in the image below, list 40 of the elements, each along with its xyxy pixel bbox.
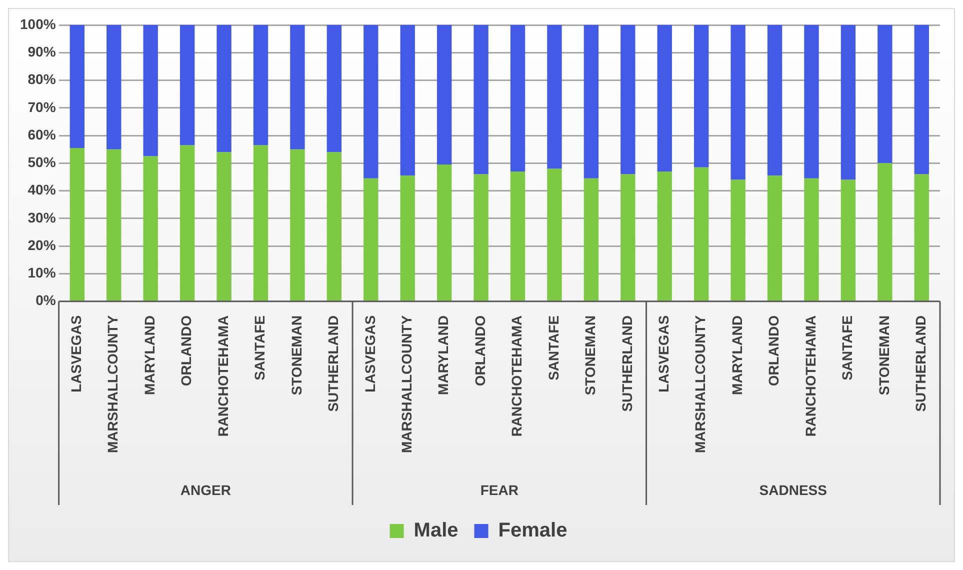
x-tick-label: SUTHERLAND <box>618 315 635 412</box>
y-tick-label: 80% <box>28 71 56 88</box>
y-tick-label: 10% <box>28 264 56 281</box>
legend-label: Male <box>414 520 458 542</box>
x-tick-label: MARSHALLCOUNTY <box>104 314 121 453</box>
x-tick-label: MARSHALLCOUNTY <box>398 314 414 453</box>
x-tick-label: MARYLAND <box>728 315 745 395</box>
x-tick-label: MARYLAND <box>435 315 452 395</box>
legend-label: Female <box>498 520 568 542</box>
y-tick-label: 30% <box>28 209 56 226</box>
x-tick-label: RANCHOTEHAMA <box>214 315 231 437</box>
text: ANGER <box>180 482 231 498</box>
x-tick-label: RANCHOTEHAMA <box>508 315 525 437</box>
x-tick-label: STONEMAN <box>876 315 892 396</box>
x-tick-label: LASVEGAS <box>68 315 84 392</box>
y-tick-label: 20% <box>28 236 56 253</box>
text: FEAR <box>480 482 518 498</box>
x-tick-label: SUTHERLAND <box>325 315 342 412</box>
y-tick-label: 60% <box>28 126 56 142</box>
x-tick-label: SANTAFE <box>545 315 562 380</box>
x-tick-label: MARSHALLCOUNTY <box>692 314 708 453</box>
y-tick-label: 90% <box>28 43 56 60</box>
x-tick-label: RANCHOTEHAMA <box>802 315 818 437</box>
y-tick-label: 70% <box>28 98 56 115</box>
x-tick-label: STONEMAN <box>288 315 304 396</box>
x-tick-label: STONEMAN <box>582 315 598 396</box>
y-tick-label: 50% <box>28 154 56 170</box>
x-tick-label: ORLANDO <box>472 315 488 386</box>
x-tick-label: ORLANDO <box>766 315 782 386</box>
x-tick-label: LASVEGAS <box>655 315 672 392</box>
y-tick-label: 0% <box>36 292 56 308</box>
y-tick-label: 100% <box>20 16 56 32</box>
text: SADNESS <box>759 482 827 498</box>
x-tick-label: ORLANDO <box>178 315 194 386</box>
x-tick-label: SANTAFE <box>252 315 268 380</box>
x-tick-label: LASVEGAS <box>362 315 378 392</box>
x-tick-label: SANTAFE <box>839 315 856 380</box>
x-tick-label: MARYLAND <box>141 315 158 395</box>
x-tick-label: SUTHERLAND <box>912 315 928 412</box>
y-tick-label: 40% <box>28 182 56 198</box>
